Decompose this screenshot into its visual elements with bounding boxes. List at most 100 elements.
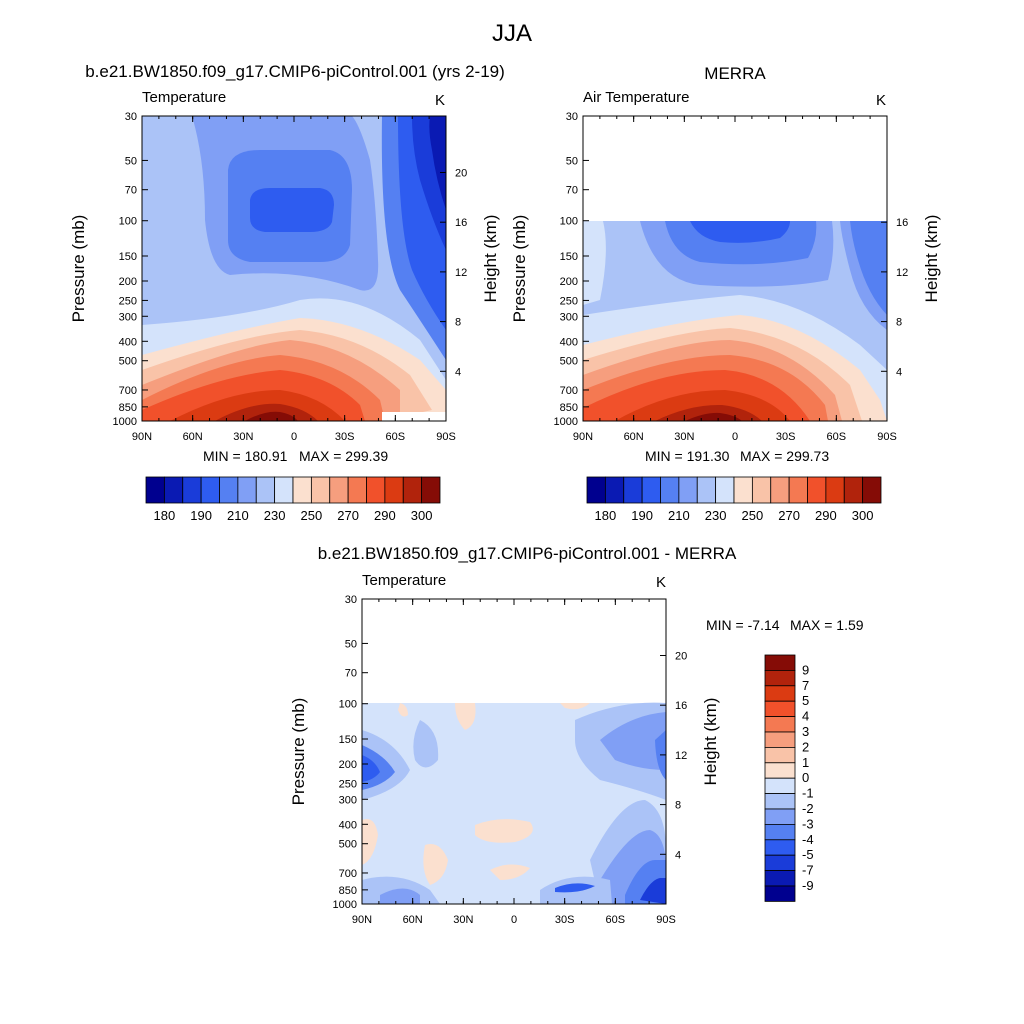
diff-min-label: MIN = -7.14 [706,617,780,633]
obs-y-right-axis-label: Height (km) [922,215,941,303]
obs-colorbar-box [807,476,827,504]
model-colorbar-box [274,476,294,504]
model-colorbar-box [310,476,331,504]
diff-colorbar-label: 9 [802,662,809,677]
diff-colorbar-label: 0 [802,770,809,785]
obs-colorbar-box [586,476,606,504]
diff-colorbar-box [764,670,796,687]
obs-colorbar-box [770,476,790,504]
model-colorbar-box [219,476,239,504]
obs-colorbar-box [641,476,661,504]
diff-y-right-tick-label: 20 [675,650,687,662]
model-colorbar-label: 300 [411,508,433,523]
diff-y-right-axis-label: Height (km) [701,698,720,786]
diff-x-tick-label: 30N [453,914,473,926]
model-y-tick-label: 70 [125,185,137,197]
obs-colorbar-box [715,476,735,504]
diff-y-right-tick-label: 8 [675,800,681,812]
model-x-tick-label: 30N [233,431,253,443]
obs-colorbar-label: 270 [778,508,800,523]
obs-panel-title: MERRA [704,64,766,83]
model-y-tick-label: 1000 [113,416,137,428]
model-x-tick-label: 0 [291,431,297,443]
model-x-tick-label: 90N [132,431,152,443]
model-colorbar-box [163,476,184,504]
diff-colorbar-label: 1 [802,755,809,770]
obs-colorbar-box [733,476,753,504]
obs-colorbar-box [825,476,845,504]
diff-y-tick-label: 500 [339,839,357,851]
model-y-tick-label: 250 [119,295,137,307]
model-min-label: MIN = 180.91 [203,448,288,464]
model-contours [142,116,446,421]
diff-y-tick-label: 70 [345,668,357,680]
diff-y-right-tick-label: 12 [675,750,687,762]
obs-left-string: Air Temperature [583,89,690,106]
obs-colorbar-box [678,476,698,504]
obs-colorbar-box [623,476,643,504]
diff-y-tick-label: 100 [339,699,357,711]
figure-title: JJA [491,20,532,47]
obs-min-label: MIN = 191.30 [645,448,730,464]
diff-x-tick-label: 90S [656,914,676,926]
obs-x-tick-label: 90N [573,431,593,443]
model-colorbar-box [329,476,349,504]
diff-plot [361,598,667,905]
diff-x-tick-label: 90N [352,914,372,926]
obs-y-right-tick-label: 4 [896,366,902,378]
model-y-tick-label: 300 [119,311,137,323]
model-colorbar-box [237,476,257,504]
obs-y-tick-label: 300 [560,311,578,323]
diff-x-tick-label: 0 [511,914,517,926]
diff-colorbar-label: -3 [802,816,814,831]
diff-colorbar-label: 5 [802,693,809,708]
model-y-right-tick-label: 8 [455,317,461,329]
obs-colorbar-box [862,476,882,504]
obs-x-tick-label: 60N [624,431,644,443]
obs-max-label: MAX = 299.73 [740,448,830,464]
diff-y-tick-label: 1000 [333,899,357,911]
model-y-tick-label: 150 [119,251,137,263]
model-colorbar-label: 210 [227,508,249,523]
diff-colorbar-box [764,824,796,841]
diff-y-tick-label: 700 [339,868,357,880]
model-y-tick-label: 850 [119,402,137,414]
diff-x-tick-label: 60N [403,914,423,926]
obs-contours [583,221,887,421]
diff-y-axis-label: Pressure (mb) [289,698,308,806]
obs-y-right-tick-label: 16 [896,217,908,229]
obs-colorbar-box [604,476,625,504]
model-x-tick-label: 60S [386,431,406,443]
model-max-label: MAX = 299.39 [299,448,389,464]
obs-colorbar-box [751,476,772,504]
diff-colorbar-box [764,870,796,887]
model-y-tick-label: 50 [125,155,137,167]
diff-colorbar-box [764,762,796,779]
diff-x-tick-label: 30S [555,914,575,926]
diff-colorbar-box [764,654,796,671]
model-colorbar-box [402,476,423,504]
obs-colorbar-box [788,476,808,504]
diff-colorbar-box [764,793,796,810]
model-y-tick-label: 500 [119,356,137,368]
model-colorbar-label: 230 [264,508,286,523]
model-x-tick-label: 30S [335,431,355,443]
obs-y-tick-label: 700 [560,385,578,397]
obs-y-axis-label: Pressure (mb) [510,215,529,323]
diff-colorbar-label: -5 [802,847,814,862]
obs-units: K [876,92,887,109]
model-colorbar-box [145,476,165,504]
model-colorbar-box [200,476,220,504]
model-colorbar-box [384,476,404,504]
diff-y-tick-label: 50 [345,638,357,650]
model-y-axis-label: Pressure (mb) [69,215,88,323]
obs-y-tick-label: 250 [560,295,578,307]
obs-plot [582,115,888,422]
diff-colorbar-box [764,747,796,764]
diff-colorbar-box [764,885,796,902]
obs-y-tick-label: 500 [560,356,578,368]
diff-y-tick-label: 30 [345,594,357,606]
obs-colorbar-box [696,476,717,504]
diff-colorbar-box [764,839,796,856]
obs-x-tick-label: 30S [776,431,796,443]
